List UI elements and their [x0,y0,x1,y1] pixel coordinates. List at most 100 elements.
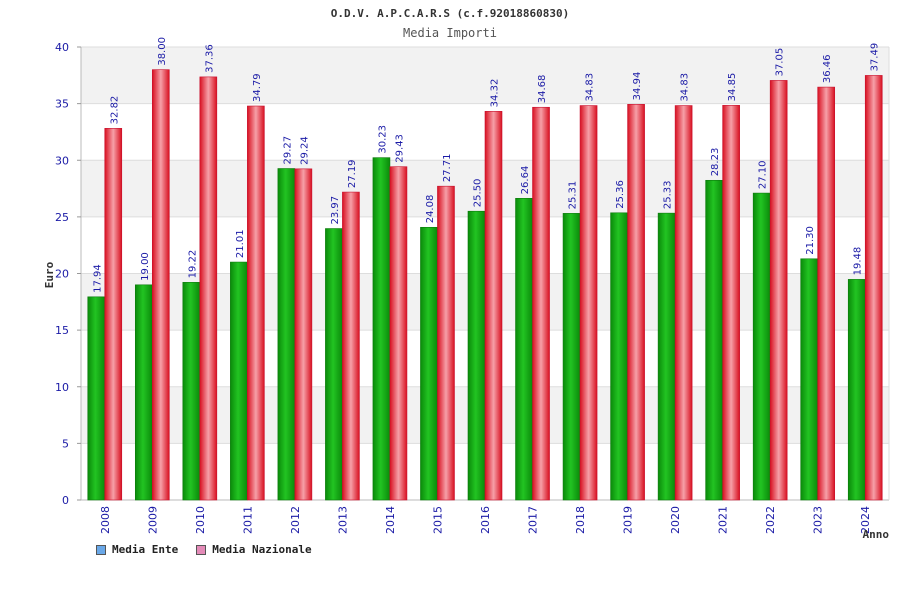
bar-media-ente [277,168,296,501]
data-label: 21.30 [805,226,816,255]
data-label: 37.05 [775,48,786,77]
data-label: 34.85 [727,73,738,102]
bar-media-nazionale [484,111,503,501]
bar-media-ente [800,258,819,501]
data-label: 27.71 [442,154,453,183]
x-tick-label: 2010 [194,506,207,534]
y-axis-label: Euro [43,261,56,288]
x-tick-label: 2020 [669,506,682,534]
bar-media-nazionale [104,128,123,501]
bar-media-ente [515,198,533,501]
data-label: 32.82 [109,96,120,125]
data-label: 34.94 [632,72,643,101]
data-label: 17.94 [92,264,103,293]
x-tick-label: 2022 [764,506,777,534]
y-tick-label: 20 [55,268,69,281]
data-label: 29.27 [282,136,293,165]
bar-media-nazionale [722,105,740,501]
bar-media-nazionale [864,75,883,501]
bar-media-nazionale [342,191,360,501]
bar-media-nazionale [247,105,265,501]
data-label: 29.43 [394,134,405,163]
bar-media-ente [87,296,106,501]
bar-media-nazionale [532,106,550,501]
data-labels: 17.94 32.82 19.00 38.00 19.22 37.36 21.01 34.79… [92,37,880,293]
x-tick-label: 2017 [527,506,540,534]
x-tick-label: 2014 [384,506,397,534]
x-tick-label: 2023 [812,506,825,534]
bar-media-ente [420,226,438,501]
data-label: 34.32 [490,79,501,108]
chart-subtitle: Media Importi [403,26,497,40]
bar-media-nazionale [151,69,170,501]
legend-label-ente: Media Ente [112,543,179,556]
data-label: 37.36 [204,44,215,73]
data-label: 38.00 [157,37,168,66]
bar-media-ente [562,213,581,501]
x-tick-label: 2019 [622,506,635,534]
legend-label-nazionale: Media Nazionale [212,543,312,556]
data-label: 34.83 [585,73,596,102]
y-tick-label: 0 [62,494,69,507]
bar-media-ente [325,228,343,501]
x-tick-label: 2015 [431,506,444,534]
legend-item-ente: Media Ente [96,543,178,556]
data-label: 24.08 [425,195,436,224]
y-tick-label: 35 [55,98,69,111]
data-label: 34.83 [680,73,691,102]
data-label: 27.19 [347,159,358,188]
legend: Media Ente Media Nazionale [96,543,312,556]
bar-media-ente [372,157,391,501]
bar-media-ente [230,261,248,501]
x-tick-label: 2021 [717,506,730,534]
bar-media-ente [752,192,771,501]
chart-title: O.D.V. A.P.C.A.R.S (c.f.92018860830) [331,7,569,20]
x-ticks: 2008 2009 2010 2011 2012 2013 2014 2015 2016 2017… [99,506,872,534]
x-tick-label: 2013 [336,506,349,534]
data-label: 25.31 [568,181,579,210]
y-ticks: 0 5 10 15 20 25 30 35 40 [55,41,81,507]
data-label: 19.22 [187,250,198,279]
data-label: 21.01 [235,229,246,258]
bar-media-nazionale [389,166,408,501]
bar-media-nazionale [627,104,645,501]
legend-swatch-nazionale [196,544,207,555]
bar-media-nazionale [294,168,313,501]
bar-media-ente [705,179,723,501]
bar-media-nazionale [437,185,455,501]
data-label: 19.00 [140,252,151,281]
data-label: 34.68 [537,75,548,104]
data-label: 30.23 [377,125,388,154]
y-tick-label: 40 [55,41,69,54]
y-tick-label: 30 [55,154,69,167]
bar-media-nazionale [199,76,218,501]
x-tick-label: 2016 [479,506,492,534]
bar-media-ente [467,210,486,501]
data-label: 25.33 [663,180,674,209]
bar-media-ente [847,279,866,501]
bar-media-ente [657,212,676,501]
y-tick-label: 15 [55,324,69,337]
bar-media-nazionale [817,86,836,501]
data-label: 37.49 [870,43,881,72]
x-axis-label: Anno [863,528,890,541]
bars [87,69,883,501]
bar-media-nazionale [674,105,693,501]
data-label: 23.97 [330,196,341,225]
y-tick-label: 5 [62,437,69,450]
bar-media-ente [610,212,628,501]
bar-media-ente [182,282,201,501]
data-label: 25.50 [473,179,484,208]
x-tick-label: 2011 [241,506,254,534]
data-label: 27.10 [758,160,769,189]
x-tick-label: 2012 [289,506,302,534]
legend-swatch-ente [96,544,106,555]
x-tick-label: 2018 [574,506,587,534]
data-label: 28.23 [710,148,721,177]
data-label: 26.64 [520,166,531,195]
x-tick-label: 2024 [859,506,872,534]
legend-item-nazionale: Media Nazionale [196,543,312,556]
x-tick-label: 2008 [99,506,112,534]
data-label: 36.46 [822,54,833,83]
